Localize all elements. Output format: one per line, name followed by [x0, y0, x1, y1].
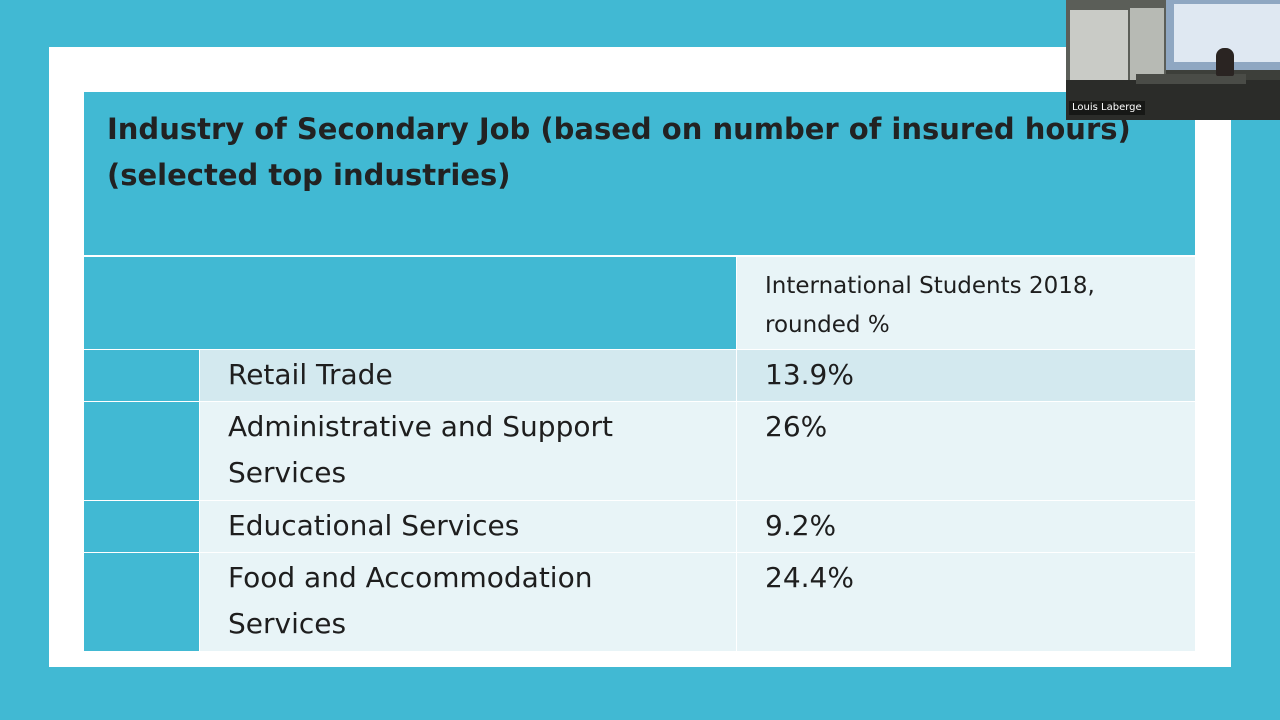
- table-row: Administrative and Support Services: [200, 402, 736, 500]
- value-cell: 26%: [737, 402, 1195, 500]
- row-stub-cell: [84, 350, 199, 401]
- participant-name: Louis Laberge: [1069, 101, 1145, 115]
- slide-title: Industry of Secondary Job (based on numb…: [107, 112, 1131, 192]
- video-desk-top: [1136, 74, 1246, 84]
- value-cell: 24.4%: [737, 553, 1195, 651]
- table-row: Retail Trade: [200, 350, 736, 401]
- industry-label: Retail Trade: [228, 358, 393, 391]
- table-header-empty-cell: [84, 257, 736, 349]
- value-cell: 9.2%: [737, 501, 1195, 552]
- video-desk: [1066, 80, 1280, 120]
- table-header-cell: International Students 2018, rounded %: [737, 257, 1195, 349]
- industry-value: 26%: [765, 410, 828, 443]
- industry-label: Administrative and Support Services: [228, 410, 613, 489]
- row-stub-cell: [84, 553, 199, 651]
- row-stub-cell: [84, 501, 199, 552]
- presentation-slide: Industry of Secondary Job (based on numb…: [49, 47, 1231, 667]
- video-whiteboard: [1130, 8, 1164, 80]
- column-header: International Students 2018, rounded %: [765, 273, 1095, 338]
- video-person: [1216, 48, 1234, 76]
- industry-value: 24.4%: [765, 561, 854, 594]
- video-whiteboard: [1070, 10, 1128, 80]
- table-row: Food and Accommodation Services: [200, 553, 736, 651]
- industry-value: 9.2%: [765, 509, 837, 542]
- industry-label: Food and Accommodation Services: [228, 561, 593, 640]
- table-row: Educational Services: [200, 501, 736, 552]
- industry-value: 13.9%: [765, 358, 854, 391]
- value-cell: 13.9%: [737, 350, 1195, 401]
- industry-label: Educational Services: [228, 509, 520, 542]
- row-stub-cell: [84, 402, 199, 500]
- title-band: Industry of Secondary Job (based on numb…: [84, 92, 1195, 255]
- participant-video-tile[interactable]: Louis Laberge: [1066, 0, 1280, 120]
